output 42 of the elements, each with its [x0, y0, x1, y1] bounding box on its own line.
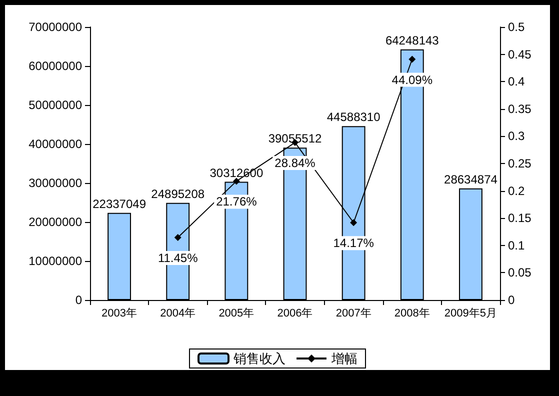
y2-tick-label: 0 [508, 293, 515, 307]
point [408, 56, 416, 63]
data-label: 28.84% [274, 156, 316, 170]
y2-tick-label: 0.45 [508, 47, 532, 62]
data-label: 44.09% [392, 72, 433, 87]
x-tick-label: 2009年5月 [444, 308, 498, 320]
data-label: 22337049 [92, 196, 146, 211]
y-tick-label: 30000000 [28, 176, 82, 190]
data-label: 11.45% [158, 250, 198, 265]
y-tick-label: 60000000 [28, 59, 82, 73]
y2-tick-label: 0.1 [508, 238, 526, 252]
y2-tick-label: 0.15 [508, 211, 532, 226]
y2-tick-label: 0.05 [508, 266, 532, 280]
y2-tick-label: 0.4 [508, 74, 526, 89]
y2-tick-label: 0.2 [508, 184, 526, 198]
y-tick-label: 20000000 [28, 215, 82, 229]
data-label: 64248143 [385, 33, 440, 48]
x-tick-label: 2006年 [277, 308, 313, 320]
x-tick-label: 2007年 [336, 308, 372, 320]
x-tick-label: 2005年 [218, 308, 254, 320]
data-label: 24895208 [151, 186, 205, 201]
x-tick-label: 2003年 [102, 308, 138, 320]
y-tick-label: 0 [75, 293, 82, 307]
y2-tick-label: 0.3 [508, 129, 526, 144]
point [350, 219, 358, 226]
y2-tick-label: 0.35 [508, 102, 532, 116]
point [174, 234, 182, 241]
y-tick-label: 70000000 [28, 20, 82, 34]
y2-tick-label: 0.5 [508, 20, 526, 34]
y-tick-label: 40000000 [28, 137, 82, 151]
y-tick-label: 50000000 [28, 98, 82, 112]
data-label: 21.76% [216, 194, 258, 209]
x-tick-label: 2004年 [160, 308, 196, 320]
legend-label: 增幅 [330, 351, 358, 366]
data-label: 44588310 [326, 110, 381, 124]
legend-label: 销售收入 [232, 351, 286, 366]
y-tick-label: 10000000 [28, 254, 82, 268]
data-label: 39055512 [268, 132, 322, 146]
x-tick-label: 2008年 [394, 308, 430, 320]
data-label: 28634874 [444, 172, 498, 186]
y2-tick-label: 0.25 [508, 156, 532, 170]
data-label: 14.17% [333, 236, 374, 250]
